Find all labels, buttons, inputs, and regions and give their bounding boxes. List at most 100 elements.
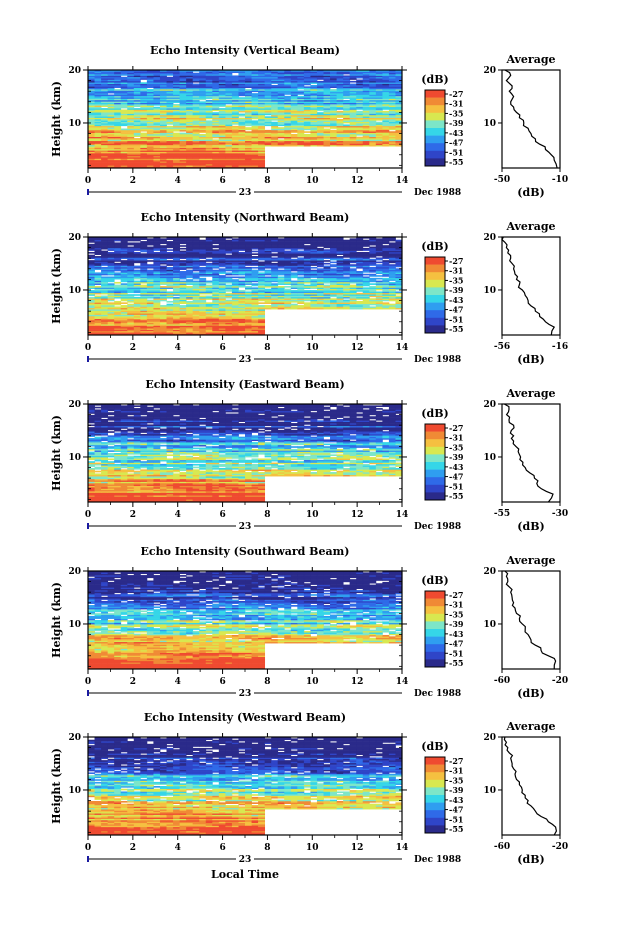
heatmap-cell [382,101,390,103]
heatmap-cell [153,83,161,86]
heatmap-cell [323,97,331,99]
heatmap-cell [323,123,331,125]
heatmap-cell [356,105,364,108]
heatmap-cell [382,132,390,135]
heatmap-cell [316,87,324,90]
heatmap-cell [107,121,115,124]
heatmap-cell [264,305,272,307]
heatmap-cell [205,148,213,151]
heatmap-cell [153,93,161,95]
heatmap-cell [212,70,220,72]
heatmap-cell [173,153,180,155]
heatmap-cell [316,106,324,109]
heatmap-cell [290,70,298,72]
heatmap-cell [218,275,226,277]
time-tick-label: 2 [130,176,136,186]
heatmap-cell [94,272,102,275]
heatmap-cell [395,79,403,82]
heatmap-cell [375,131,383,133]
heatmap-cell [330,94,337,97]
average-x-label: (dB) [517,186,544,199]
heatmap-cell [88,71,95,74]
heatmap-cell [146,132,154,135]
heatmap-cell [362,116,370,118]
heatmap-cell [205,113,213,116]
heatmap-cell [395,97,403,99]
heatmap-cell [388,89,396,91]
heatmap-cell [362,90,370,93]
heatmap-cell [140,86,148,88]
heatmap-cell [330,105,337,108]
heatmap-cell [186,71,194,74]
heatmap-cell [173,76,180,79]
heatmap-cell [133,79,141,82]
heatmap-cell [199,131,207,133]
heatmap-cell [316,101,324,103]
heatmap-cell [186,102,194,105]
heatmap-cell [258,163,266,166]
heatmap-cell [395,144,403,147]
heatmap-cell [258,155,266,158]
heatmap-cell [349,132,357,135]
heatmap-cell [212,150,220,152]
heatmap-cell [375,76,383,79]
heatmap-cell [218,109,226,112]
heatmap-cell [258,157,266,159]
heatmap-cell [127,87,135,90]
heatmap-cell [343,101,351,103]
heatmap-cell [146,108,154,110]
heatmap-cell [140,159,148,162]
heatmap-cell [101,163,109,166]
heatmap-cell [88,99,95,102]
heatmap-cell [120,105,128,108]
heatmap-cell [277,144,285,147]
heatmap-cell [369,112,377,114]
heatmap-cell [238,94,246,97]
heatmap-cell [225,155,233,158]
heatmap-cell [258,112,266,114]
heatmap-cell [310,140,318,143]
heatmap-cell [238,87,246,90]
heatmap-cell [310,90,318,93]
heatmap-cell [88,94,95,97]
heatmap-cell [127,84,135,87]
heatmap-cell [153,70,161,72]
heatmap-cell [173,146,180,148]
heatmap-cell [127,128,135,131]
heatmap-cell [238,127,246,129]
heatmap-cell [388,131,396,133]
heatmap-cell [146,83,154,86]
heatmap-cell [199,129,207,132]
heatmap-cell [218,162,226,165]
heatmap-cell [179,133,187,136]
heatmap-cell [258,332,266,334]
heatmap-cell [277,139,285,142]
heatmap-cell [101,97,109,99]
heatmap-cell [303,109,311,112]
heatmap-cell [264,102,272,105]
heatmap-cell [186,127,194,129]
heatmap-cell [343,116,351,118]
heatmap-cell [179,104,187,106]
heatmap-cell [133,131,141,133]
heatmap-cell [290,78,298,80]
heatmap-cell [166,82,174,84]
heatmap-cell [94,162,102,165]
heatmap-cell [140,99,148,102]
heatmap-cell [323,125,331,128]
heatmap-cell [330,79,337,82]
heatmap-cell [107,161,115,163]
heatmap-cell [186,91,194,94]
heatmap-cell [349,75,357,78]
heatmap-cell [316,83,324,86]
heatmap-cell [218,79,226,82]
heatmap-cell [94,89,102,91]
heatmap-cell [238,110,246,113]
heatmap-cell [166,129,174,132]
heatmap-cell [323,131,331,133]
heatmap-cell [369,76,377,79]
heatmap-cell [277,117,285,120]
heatmap-cell [310,82,318,84]
heatmap-cell [199,147,207,150]
heatmap-cell [114,94,122,97]
